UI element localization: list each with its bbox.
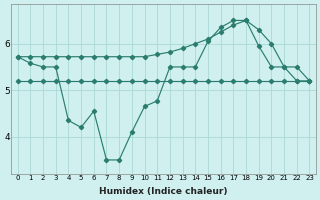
X-axis label: Humidex (Indice chaleur): Humidex (Indice chaleur) [99, 187, 228, 196]
